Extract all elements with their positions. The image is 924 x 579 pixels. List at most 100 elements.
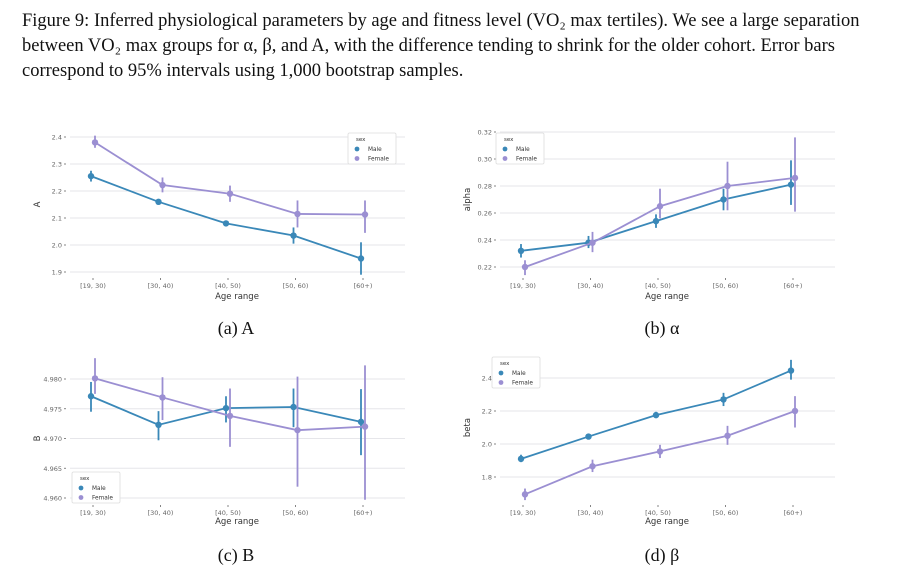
legend-box xyxy=(71,471,121,504)
legend-label: Female xyxy=(368,157,389,163)
legend-box xyxy=(347,132,397,165)
legend-marker-female xyxy=(498,380,504,385)
legend-title: sex xyxy=(80,476,90,482)
legend-title: sex xyxy=(504,137,514,143)
data-point xyxy=(361,423,369,430)
x-tick-label: [19, 30) xyxy=(510,509,536,517)
data-point xyxy=(226,412,234,420)
figure-caption: Figure 9: Inferred physiological paramet… xyxy=(22,11,860,81)
y-tick-label: 1.8 xyxy=(482,474,492,482)
data-point xyxy=(787,367,795,374)
legend-label: Female xyxy=(516,157,537,163)
y-tick-label: 0.28 xyxy=(478,183,492,191)
y-tick-label: 4.970 xyxy=(43,435,62,443)
data-point xyxy=(585,433,592,440)
legend-title: sex xyxy=(500,361,510,367)
y-tick-label: 4.960 xyxy=(43,495,62,503)
y-tick-label: 2.0 xyxy=(482,441,492,449)
data-point xyxy=(357,418,365,426)
data-point xyxy=(159,181,166,189)
y-tick-label: 2.2 xyxy=(482,408,492,416)
y-axis-label: beta xyxy=(463,418,473,437)
y-tick-label: 2.4 xyxy=(52,134,62,142)
data-point xyxy=(521,491,529,498)
legend-marker-male xyxy=(498,370,504,376)
chart-beta: 1.8 2.0 2.2 2.4 [19, 30) [30, 40) [40, 50) [50,… xyxy=(463,356,835,527)
data-point xyxy=(91,375,99,382)
data-point xyxy=(222,404,230,412)
data-point xyxy=(159,394,166,401)
subcaption-b: (c) B xyxy=(217,545,255,565)
subcaption-alpha: (b) α xyxy=(644,318,680,338)
subcaption-beta: (d) β xyxy=(644,545,680,565)
x-tick-label: [50, 60) xyxy=(283,282,309,290)
legend-marker-female xyxy=(354,156,360,161)
x-tick-label: [50, 60) xyxy=(283,509,309,517)
data-point xyxy=(87,172,95,180)
x-tick-label: [60+) xyxy=(354,509,373,517)
y-tick-label: 2.4 xyxy=(482,375,492,383)
data-point xyxy=(656,448,664,455)
data-point xyxy=(87,393,95,400)
y-tick-label: 4.975 xyxy=(43,405,62,413)
data-point xyxy=(652,411,660,419)
legend-label: Male xyxy=(512,371,526,377)
data-point xyxy=(724,182,731,190)
y-axis-label: A xyxy=(33,201,43,207)
data-point xyxy=(589,239,596,246)
legend-label: Female xyxy=(512,381,533,387)
y-axis-label: B xyxy=(33,435,43,441)
subcaption-a: (a) A xyxy=(217,318,255,338)
x-tick-label: [60+) xyxy=(354,282,373,290)
data-point xyxy=(791,174,799,182)
chart-a: 1.9 2.0 2.1 2.2 2.3 2.4 [19, 30) [30, 40) [40, 5… xyxy=(33,132,405,302)
series-line-female xyxy=(94,141,366,216)
chart-b: 4.960 4.965 4.970 4.975 4.980 [19, 30) [30, 40… xyxy=(33,358,405,527)
data-point xyxy=(589,463,596,470)
data-point xyxy=(290,403,297,411)
data-point xyxy=(155,421,162,429)
x-tick-label: [40, 50) xyxy=(215,282,241,290)
x-axis-label: Age range xyxy=(645,292,689,302)
x-tick-label: [60+) xyxy=(784,509,803,517)
y-axis-label: alpha xyxy=(463,188,473,212)
x-tick-label: [30, 40) xyxy=(148,282,174,290)
legend-title: sex xyxy=(356,137,366,143)
data-point xyxy=(357,255,365,262)
y-tick-label: 2.2 xyxy=(52,188,62,196)
data-point xyxy=(791,407,799,415)
x-tick-label: [50, 60) xyxy=(713,282,739,290)
x-tick-label: [30, 40) xyxy=(578,282,604,290)
x-tick-label: [19, 30) xyxy=(510,282,536,290)
legend-marker-male xyxy=(502,146,508,152)
data-point xyxy=(226,190,234,197)
y-tick-label: 0.32 xyxy=(478,129,492,137)
x-tick-label: [50, 60) xyxy=(713,509,739,517)
legend-box xyxy=(495,132,545,165)
x-tick-label: [60+) xyxy=(784,282,803,290)
data-point xyxy=(720,396,727,403)
x-tick-label: [40, 50) xyxy=(215,509,241,517)
y-tick-label: 2.0 xyxy=(52,242,62,250)
legend-box xyxy=(491,356,541,389)
x-tick-label: [40, 50) xyxy=(645,282,671,290)
legend-marker-female xyxy=(78,495,84,500)
x-tick-label: [30, 40) xyxy=(578,509,604,517)
y-tick-label: 2.1 xyxy=(52,215,62,223)
data-point xyxy=(91,139,99,146)
data-point xyxy=(720,196,727,203)
x-tick-label: [30, 40) xyxy=(148,509,174,517)
x-tick-label: [40, 50) xyxy=(645,509,671,517)
chart-alpha: 0.22 0.24 0.26 0.28 0.30 0.32 [19, 30) [30, 40)… xyxy=(463,129,835,302)
series-line-male xyxy=(90,175,362,260)
y-tick-label: 2.3 xyxy=(52,161,62,169)
x-axis-label: Age range xyxy=(215,292,259,302)
data-point xyxy=(294,210,301,218)
x-axis-label: Age range xyxy=(645,517,689,527)
data-point xyxy=(222,220,230,227)
legend-label: Male xyxy=(92,486,106,492)
y-tick-label: 0.22 xyxy=(478,264,492,272)
y-tick-label: 0.26 xyxy=(478,210,492,218)
y-tick-label: 1.9 xyxy=(52,269,62,277)
data-point xyxy=(517,247,525,254)
